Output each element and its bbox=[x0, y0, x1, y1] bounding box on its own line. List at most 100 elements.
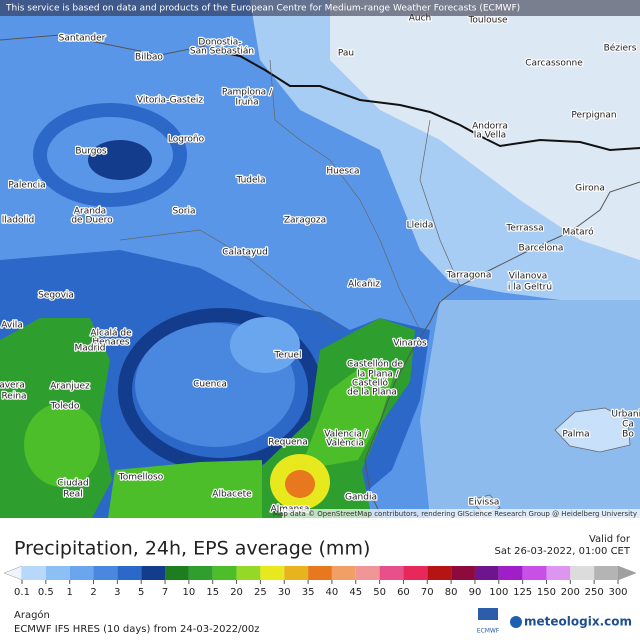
tick-label: 0.5 bbox=[38, 587, 54, 598]
place-label: Toulouse bbox=[467, 16, 508, 26]
place-label: de la Plana bbox=[347, 388, 397, 398]
place-label: Toledo bbox=[50, 402, 80, 412]
tick-label: 70 bbox=[421, 587, 434, 598]
place-label: Tudela bbox=[235, 176, 265, 186]
color-cell bbox=[474, 566, 499, 580]
place-label: Vilanova bbox=[509, 272, 548, 282]
tick-label: 50 bbox=[373, 587, 386, 598]
place-label: Huesca bbox=[326, 167, 359, 177]
place-label: Bilbao bbox=[135, 53, 163, 63]
place-label: Vitoria-Gasteiz bbox=[137, 96, 204, 106]
orange-spot bbox=[285, 470, 315, 498]
color-cell bbox=[117, 566, 142, 580]
place-label: lladolid bbox=[2, 216, 34, 226]
place-label: Palma bbox=[562, 430, 589, 440]
tick-label: 2 bbox=[90, 587, 96, 598]
place-label: Iruña bbox=[235, 98, 258, 108]
tick-label: 20 bbox=[230, 587, 243, 598]
tick-label: 3 bbox=[114, 587, 120, 598]
place-label: Valencia / bbox=[324, 430, 369, 440]
dry-area bbox=[330, 0, 640, 260]
tick-label: 45 bbox=[349, 587, 362, 598]
place-label: Segovia bbox=[38, 291, 74, 301]
place-label: Mataró bbox=[562, 227, 594, 238]
place-label: Logroño bbox=[168, 135, 205, 145]
place-label: de Duero bbox=[71, 216, 113, 226]
tick-label: 200 bbox=[561, 587, 580, 598]
place-label: Andorra bbox=[472, 122, 508, 132]
attribution: Map data © OpenStreetMap contributors, r… bbox=[273, 510, 637, 518]
place-label: Henares bbox=[92, 338, 130, 348]
burgos-blob bbox=[88, 140, 152, 180]
place-label: Pau bbox=[338, 49, 354, 59]
place-label: Aranjuez bbox=[50, 382, 90, 392]
tick-label: 10 bbox=[183, 587, 196, 598]
place-label: Lleida bbox=[407, 221, 434, 231]
place-label: Castelló bbox=[352, 378, 389, 389]
coastline bbox=[364, 181, 640, 518]
color-cell bbox=[522, 566, 547, 580]
place-label: València bbox=[326, 438, 364, 449]
color-cell bbox=[236, 566, 261, 580]
place-label: la Vella bbox=[474, 131, 506, 141]
place-label: Girona bbox=[575, 184, 605, 194]
tick-label: 250 bbox=[585, 587, 604, 598]
color-cell bbox=[546, 566, 571, 580]
color-cell bbox=[284, 566, 309, 580]
model-info: ECMWF IFS HRES (10 days) from 24-03-2022… bbox=[14, 624, 260, 635]
tick-label: 1 bbox=[66, 587, 72, 598]
place-label: Barcelona bbox=[519, 244, 564, 254]
green-area bbox=[24, 403, 100, 487]
color-cell bbox=[355, 566, 380, 580]
region: Aragón bbox=[14, 609, 50, 621]
inner-area bbox=[230, 317, 300, 373]
legend-title: Precipitation, 24h, EPS average (mm) bbox=[14, 538, 370, 560]
place-label: Albacete bbox=[212, 490, 252, 500]
color-cell bbox=[498, 566, 523, 580]
logo-icon bbox=[510, 616, 522, 628]
place-label: Teruel bbox=[274, 351, 302, 361]
place-label: i la Geltrú bbox=[508, 283, 552, 293]
attribution-bg bbox=[282, 509, 640, 518]
valid-label: Valid for bbox=[589, 534, 631, 545]
color-cell bbox=[141, 566, 166, 580]
color-cell bbox=[188, 566, 213, 580]
tick-label: 150 bbox=[537, 587, 556, 598]
color-cell bbox=[93, 566, 118, 580]
place-label: Castellón de bbox=[347, 359, 403, 370]
place-label: Palencia bbox=[8, 181, 45, 191]
place-label: Alcañiz bbox=[348, 280, 380, 290]
coastline bbox=[0, 34, 206, 56]
color-cell bbox=[45, 566, 70, 580]
border bbox=[209, 49, 640, 152]
place-label: Requena bbox=[268, 438, 308, 448]
place-label: Alcalá de bbox=[90, 329, 132, 339]
place-label: Pamplona / bbox=[222, 88, 273, 98]
place-label: Calatayud bbox=[222, 248, 268, 258]
place-label: Burgos bbox=[75, 147, 107, 157]
place-label: Cuenca bbox=[193, 380, 227, 390]
color-cell bbox=[308, 566, 332, 580]
place-label: Tarragona bbox=[446, 271, 492, 281]
notice-bg bbox=[0, 0, 640, 16]
place-label: Gandia bbox=[345, 493, 377, 503]
color-cell bbox=[594, 566, 618, 580]
place-label: Vinaròs bbox=[393, 338, 427, 349]
place-label: Carcassonne bbox=[525, 59, 583, 69]
place-label: Ca bbox=[622, 420, 634, 430]
color-cell bbox=[379, 566, 404, 580]
band bbox=[33, 103, 187, 207]
tick-label: 5 bbox=[138, 587, 144, 598]
tick-label: 125 bbox=[513, 587, 532, 598]
region-line bbox=[419, 119, 461, 287]
valid-time: Sat 26-03-2022, 01:00 CET bbox=[495, 546, 631, 557]
place-label: Zaragoza bbox=[284, 216, 326, 226]
legend: Precipitation, 24h, EPS average (mm) Val… bbox=[3, 534, 637, 635]
color-cell bbox=[69, 566, 94, 580]
place-label: Avila bbox=[1, 321, 22, 331]
tick-label: 80 bbox=[445, 587, 458, 598]
logo-right: meteologix.com bbox=[524, 615, 632, 629]
tick-label: 35 bbox=[302, 587, 315, 598]
